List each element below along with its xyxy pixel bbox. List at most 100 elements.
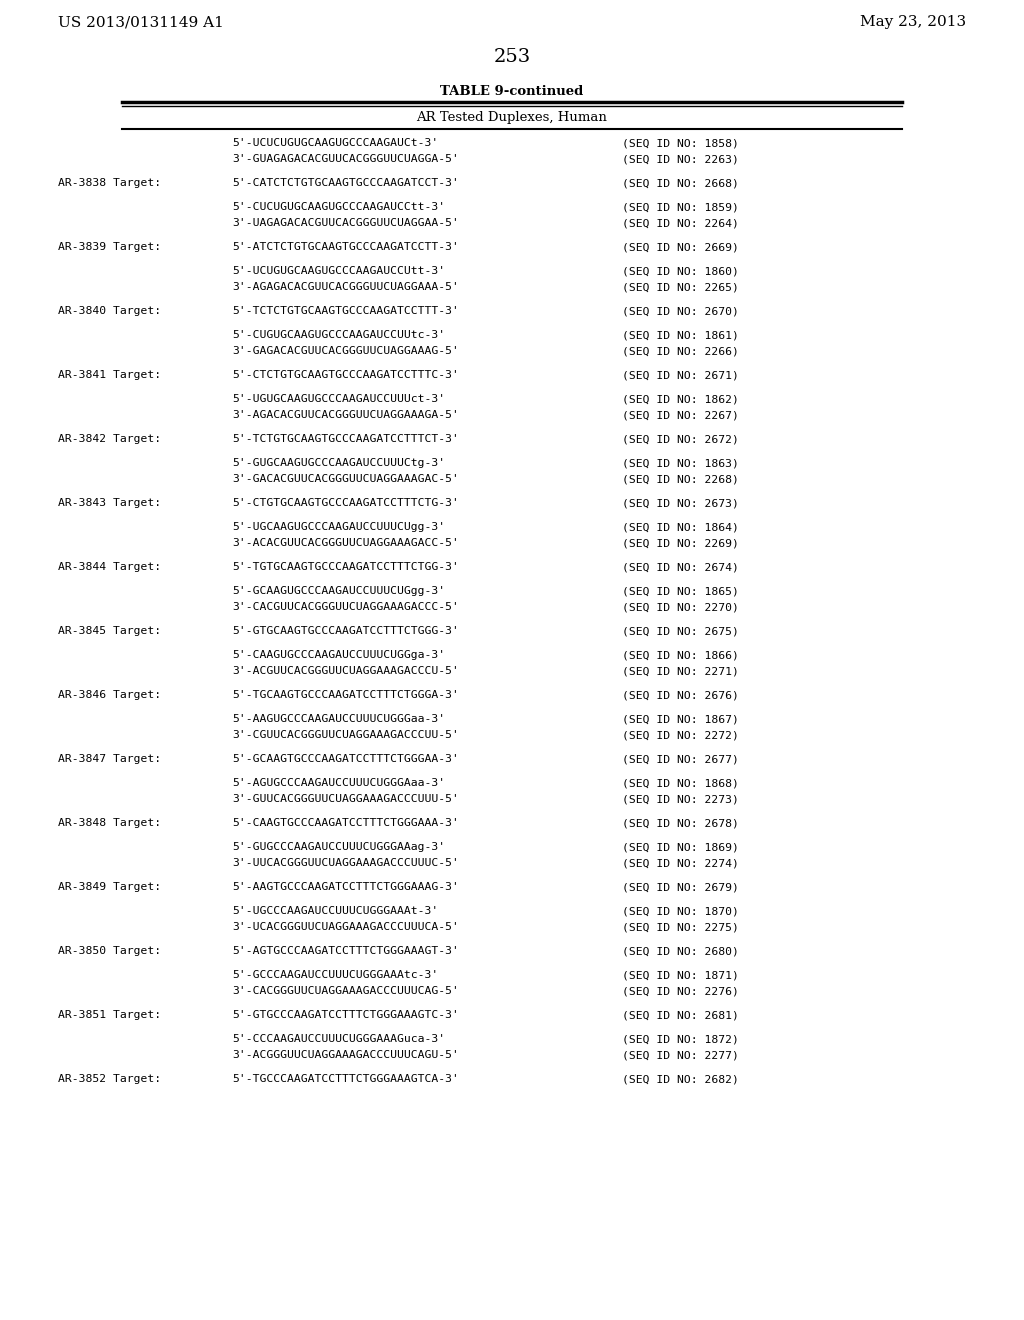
Text: AR-3840 Target:: AR-3840 Target: [58,306,161,315]
Text: (SEQ ID NO: 2676): (SEQ ID NO: 2676) [622,690,739,700]
Text: (SEQ ID NO: 2671): (SEQ ID NO: 2671) [622,370,739,380]
Text: 5'-AGTGCCCAAGATCCTTTCTGGGAAAGT-3': 5'-AGTGCCCAAGATCCTTTCTGGGAAAGT-3' [232,946,459,956]
Text: 3'-UAGAGACACGUUCACGGGUUCUAGGAA-5': 3'-UAGAGACACGUUCACGGGUUCUAGGAA-5' [232,218,459,228]
Text: 5'-AAGTGCCCAAGATCCTTTCTGGGAAAG-3': 5'-AAGTGCCCAAGATCCTTTCTGGGAAAG-3' [232,882,459,892]
Text: 5'-AGUGCCCAAGAUCCUUUCUGGGAaa-3': 5'-AGUGCCCAAGAUCCUUUCUGGGAaa-3' [232,777,445,788]
Text: 5'-CUCUGUGCAAGUGCCCAAGAUCCtt-3': 5'-CUCUGUGCAAGUGCCCAAGAUCCtt-3' [232,202,445,213]
Text: 5'-GUGCCCAAGAUCCUUUCUGGGAAag-3': 5'-GUGCCCAAGAUCCUUUCUGGGAAag-3' [232,842,445,851]
Text: (SEQ ID NO: 2668): (SEQ ID NO: 2668) [622,178,739,187]
Text: 3'-CACGUUCACGGGUUCUAGGAAAGACCC-5': 3'-CACGUUCACGGGUUCUAGGAAAGACCC-5' [232,602,459,612]
Text: (SEQ ID NO: 2682): (SEQ ID NO: 2682) [622,1074,739,1084]
Text: AR-3842 Target:: AR-3842 Target: [58,434,161,444]
Text: (SEQ ID NO: 2270): (SEQ ID NO: 2270) [622,602,739,612]
Text: 3'-UUCACGGGUUCUAGGAAAGACCCUUUC-5': 3'-UUCACGGGUUCUAGGAAAGACCCUUUC-5' [232,858,459,869]
Text: (SEQ ID NO: 1859): (SEQ ID NO: 1859) [622,202,739,213]
Text: (SEQ ID NO: 2677): (SEQ ID NO: 2677) [622,754,739,764]
Text: 5'-CATCTCTGTGCAAGTGCCCAAGATCCT-3': 5'-CATCTCTGTGCAAGTGCCCAAGATCCT-3' [232,178,459,187]
Text: 3'-ACGGGUUCUAGGAAAGACCCUUUCAGU-5': 3'-ACGGGUUCUAGGAAAGACCCUUUCAGU-5' [232,1049,459,1060]
Text: (SEQ ID NO: 2670): (SEQ ID NO: 2670) [622,306,739,315]
Text: 5'-GTGCAAGTGCCCAAGATCCTTTCTGGG-3': 5'-GTGCAAGTGCCCAAGATCCTTTCTGGG-3' [232,626,459,636]
Text: (SEQ ID NO: 1868): (SEQ ID NO: 1868) [622,777,739,788]
Text: May 23, 2013: May 23, 2013 [860,15,966,29]
Text: (SEQ ID NO: 1858): (SEQ ID NO: 1858) [622,139,739,148]
Text: 5'-TGCCCAAGATCCTTTCTGGGAAAGTCA-3': 5'-TGCCCAAGATCCTTTCTGGGAAAGTCA-3' [232,1074,459,1084]
Text: 5'-UGCCCAAGAUCCUUUCUGGGAAAt-3': 5'-UGCCCAAGAUCCUUUCUGGGAAAt-3' [232,906,438,916]
Text: 5'-TCTGTGCAAGTGCCCAAGATCCTTTCT-3': 5'-TCTGTGCAAGTGCCCAAGATCCTTTCT-3' [232,434,459,444]
Text: 5'-UCUGUGCAAGUGCCCAAGAUCCUtt-3': 5'-UCUGUGCAAGUGCCCAAGAUCCUtt-3' [232,267,445,276]
Text: 3'-CACGGGUUCUAGGAAAGACCCUUUCAG-5': 3'-CACGGGUUCUAGGAAAGACCCUUUCAG-5' [232,986,459,997]
Text: 3'-ACGUUCACGGGUUCUAGGAAAGACCCU-5': 3'-ACGUUCACGGGUUCUAGGAAAGACCCU-5' [232,667,459,676]
Text: 5'-GCAAGTGCCCAAGATCCTTTCTGGGAA-3': 5'-GCAAGTGCCCAAGATCCTTTCTGGGAA-3' [232,754,459,764]
Text: 5'-CTGTGCAAGTGCCCAAGATCCTTTCTG-3': 5'-CTGTGCAAGTGCCCAAGATCCTTTCTG-3' [232,498,459,508]
Text: (SEQ ID NO: 2268): (SEQ ID NO: 2268) [622,474,739,484]
Text: US 2013/0131149 A1: US 2013/0131149 A1 [58,15,224,29]
Text: (SEQ ID NO: 2673): (SEQ ID NO: 2673) [622,498,739,508]
Text: (SEQ ID NO: 2276): (SEQ ID NO: 2276) [622,986,739,997]
Text: (SEQ ID NO: 1869): (SEQ ID NO: 1869) [622,842,739,851]
Text: (SEQ ID NO: 2672): (SEQ ID NO: 2672) [622,434,739,444]
Text: 253: 253 [494,48,530,66]
Text: 5'-ATCTCTGTGCAAGTGCCCAAGATCCTT-3': 5'-ATCTCTGTGCAAGTGCCCAAGATCCTT-3' [232,242,459,252]
Text: (SEQ ID NO: 2272): (SEQ ID NO: 2272) [622,730,739,741]
Text: (SEQ ID NO: 2265): (SEQ ID NO: 2265) [622,282,739,292]
Text: (SEQ ID NO: 2266): (SEQ ID NO: 2266) [622,346,739,356]
Text: 5'-UGCAAGUGCCCAAGAUCCUUUCUgg-3': 5'-UGCAAGUGCCCAAGAUCCUUUCUgg-3' [232,521,445,532]
Text: (SEQ ID NO: 1860): (SEQ ID NO: 1860) [622,267,739,276]
Text: (SEQ ID NO: 2264): (SEQ ID NO: 2264) [622,218,739,228]
Text: (SEQ ID NO: 1864): (SEQ ID NO: 1864) [622,521,739,532]
Text: (SEQ ID NO: 2678): (SEQ ID NO: 2678) [622,818,739,828]
Text: AR-3850 Target:: AR-3850 Target: [58,946,161,956]
Text: 5'-CTCTGTGCAAGTGCCCAAGATCCTTTC-3': 5'-CTCTGTGCAAGTGCCCAAGATCCTTTC-3' [232,370,459,380]
Text: 5'-TCTCTGTGCAAGTGCCCAAGATCCTTT-3': 5'-TCTCTGTGCAAGTGCCCAAGATCCTTT-3' [232,306,459,315]
Text: (SEQ ID NO: 2675): (SEQ ID NO: 2675) [622,626,739,636]
Text: (SEQ ID NO: 2275): (SEQ ID NO: 2275) [622,921,739,932]
Text: AR-3851 Target:: AR-3851 Target: [58,1010,161,1020]
Text: 3'-AGAGACACGUUCACGGGUUCUAGGAAA-5': 3'-AGAGACACGUUCACGGGUUCUAGGAAA-5' [232,282,459,292]
Text: 5'-CAAGTGCCCAAGATCCTTTCTGGGAAA-3': 5'-CAAGTGCCCAAGATCCTTTCTGGGAAA-3' [232,818,459,828]
Text: (SEQ ID NO: 2681): (SEQ ID NO: 2681) [622,1010,739,1020]
Text: (SEQ ID NO: 2271): (SEQ ID NO: 2271) [622,667,739,676]
Text: AR-3849 Target:: AR-3849 Target: [58,882,161,892]
Text: AR-3852 Target:: AR-3852 Target: [58,1074,161,1084]
Text: AR-3846 Target:: AR-3846 Target: [58,690,161,700]
Text: AR-3848 Target:: AR-3848 Target: [58,818,161,828]
Text: 3'-AGACACGUUCACGGGUUCUAGGAAAGA-5': 3'-AGACACGUUCACGGGUUCUAGGAAAGA-5' [232,411,459,420]
Text: AR-3847 Target:: AR-3847 Target: [58,754,161,764]
Text: (SEQ ID NO: 1870): (SEQ ID NO: 1870) [622,906,739,916]
Text: (SEQ ID NO: 2274): (SEQ ID NO: 2274) [622,858,739,869]
Text: 5'-GCCCAAGAUCCUUUCUGGGAAAtc-3': 5'-GCCCAAGAUCCUUUCUGGGAAAtc-3' [232,970,438,979]
Text: 5'-CUGUGCAAGUGCCCAAGAUCCUUtc-3': 5'-CUGUGCAAGUGCCCAAGAUCCUUtc-3' [232,330,445,341]
Text: 5'-TGTGCAAGTGCCCAAGATCCTTTCTGG-3': 5'-TGTGCAAGTGCCCAAGATCCTTTCTGG-3' [232,562,459,572]
Text: 5'-GTGCCCAAGATCCTTTCTGGGAAAGTC-3': 5'-GTGCCCAAGATCCTTTCTGGGAAAGTC-3' [232,1010,459,1020]
Text: AR-3839 Target:: AR-3839 Target: [58,242,161,252]
Text: (SEQ ID NO: 1861): (SEQ ID NO: 1861) [622,330,739,341]
Text: 3'-GACACGUUCACGGGUUCUAGGAAAGAC-5': 3'-GACACGUUCACGGGUUCUAGGAAAGAC-5' [232,474,459,484]
Text: 3'-GUUCACGGGUUCUAGGAAAGACCCUUU-5': 3'-GUUCACGGGUUCUAGGAAAGACCCUUU-5' [232,795,459,804]
Text: AR-3843 Target:: AR-3843 Target: [58,498,161,508]
Text: 3'-GAGACACGUUCACGGGUUCUAGGAAAG-5': 3'-GAGACACGUUCACGGGUUCUAGGAAAG-5' [232,346,459,356]
Text: 5'-UCUCUGUGCAAGUGCCCAAGAUCt-3': 5'-UCUCUGUGCAAGUGCCCAAGAUCt-3' [232,139,438,148]
Text: 5'-AAGUGCCCAAGAUCCUUUCUGGGaa-3': 5'-AAGUGCCCAAGAUCCUUUCUGGGaa-3' [232,714,445,723]
Text: TABLE 9-continued: TABLE 9-continued [440,84,584,98]
Text: AR-3838 Target:: AR-3838 Target: [58,178,161,187]
Text: (SEQ ID NO: 2674): (SEQ ID NO: 2674) [622,562,739,572]
Text: (SEQ ID NO: 2669): (SEQ ID NO: 2669) [622,242,739,252]
Text: (SEQ ID NO: 2273): (SEQ ID NO: 2273) [622,795,739,804]
Text: AR-3844 Target:: AR-3844 Target: [58,562,161,572]
Text: (SEQ ID NO: 1863): (SEQ ID NO: 1863) [622,458,739,469]
Text: 5'-CCCAAGAUCCUUUCUGGGAAAGuca-3': 5'-CCCAAGAUCCUUUCUGGGAAAGuca-3' [232,1034,445,1044]
Text: 5'-CAAGUGCCCAAGAUCCUUUCUGGga-3': 5'-CAAGUGCCCAAGAUCCUUUCUGGga-3' [232,649,445,660]
Text: 5'-GUGCAAGUGCCCAAGAUCCUUUCtg-3': 5'-GUGCAAGUGCCCAAGAUCCUUUCtg-3' [232,458,445,469]
Text: AR Tested Duplexes, Human: AR Tested Duplexes, Human [417,111,607,124]
Text: (SEQ ID NO: 1867): (SEQ ID NO: 1867) [622,714,739,723]
Text: (SEQ ID NO: 2263): (SEQ ID NO: 2263) [622,154,739,164]
Text: (SEQ ID NO: 1871): (SEQ ID NO: 1871) [622,970,739,979]
Text: (SEQ ID NO: 2277): (SEQ ID NO: 2277) [622,1049,739,1060]
Text: 5'-TGCAAGTGCCCAAGATCCTTTCTGGGA-3': 5'-TGCAAGTGCCCAAGATCCTTTCTGGGA-3' [232,690,459,700]
Text: 3'-CGUUCACGGGUUCUAGGAAAGACCCUU-5': 3'-CGUUCACGGGUUCUAGGAAAGACCCUU-5' [232,730,459,741]
Text: (SEQ ID NO: 2680): (SEQ ID NO: 2680) [622,946,739,956]
Text: (SEQ ID NO: 1862): (SEQ ID NO: 1862) [622,393,739,404]
Text: AR-3845 Target:: AR-3845 Target: [58,626,161,636]
Text: (SEQ ID NO: 2269): (SEQ ID NO: 2269) [622,539,739,548]
Text: (SEQ ID NO: 1866): (SEQ ID NO: 1866) [622,649,739,660]
